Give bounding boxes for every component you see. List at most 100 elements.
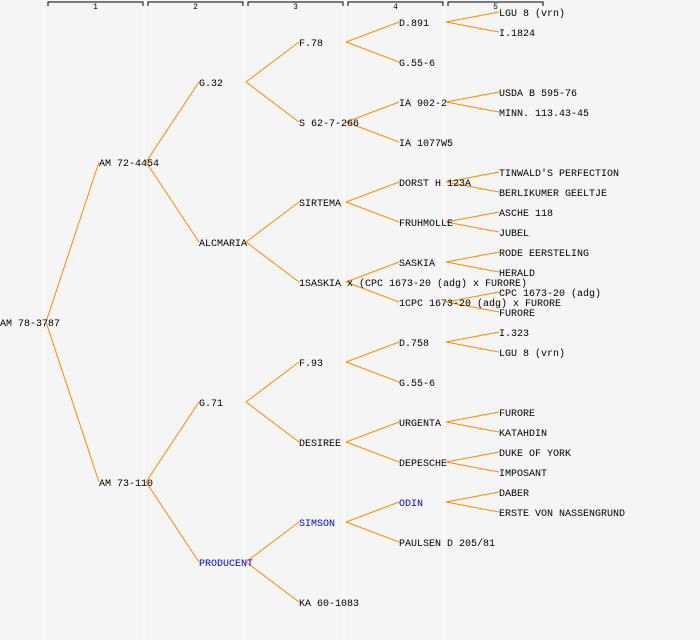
pedigree-node[interactable]: DUKE OF YORK [499,449,571,460]
pedigree-node[interactable]: F.78 [299,39,323,50]
pedigree-link [345,361,400,383]
pedigree-node[interactable]: IMPOSANT [499,469,547,480]
pedigree-node[interactable]: D.758 [399,339,429,350]
pedigree-node[interactable]: SIRTEMA [299,199,341,210]
pedigree-node[interactable]: F.93 [299,359,323,370]
pedigree-node[interactable]: URGENTA [399,419,441,430]
generation-bracket [347,1,444,6]
pedigree-node[interactable]: TINWALD'S PERFECTION [499,168,619,180]
generation-columns [43,0,445,640]
pedigree-node[interactable]: JUBEL [499,229,529,240]
pedigree-node[interactable]: G.71 [199,399,223,410]
pedigree-link [445,411,500,423]
pedigree-node[interactable]: AM 78-3787 [0,319,60,330]
generation-bracket [47,1,144,6]
pedigree-node[interactable]: DABER [499,489,529,500]
pedigree-node[interactable]: ERSTE VON NASSENGRUND [499,509,625,520]
pedigree-link [445,501,500,513]
pedigree-link [445,301,500,313]
pedigree-node[interactable]: LGU 8 (vrn) [499,348,565,360]
pedigree-node[interactable]: G.55-6 [399,59,435,70]
generation-headers: 1 2 3 4 5 [47,1,544,12]
pedigree-link [445,171,500,183]
pedigree-node[interactable]: DEPESCHE [399,459,447,470]
pedigree-node[interactable]: DESIREE [299,439,341,450]
pedigree-node[interactable]: PAULSEN D 205/81 [399,538,495,550]
pedigree-link [445,341,500,353]
pedigree-node[interactable]: G.55-6 [399,379,435,390]
pedigree-node[interactable]: LGU 8 (vrn) [499,8,565,20]
pedigree-link [345,441,400,463]
pedigree-link [445,291,500,303]
pedigree-link [245,81,300,123]
pedigree-node[interactable]: IA 1077W5 [399,139,453,150]
pedigree-link [245,401,300,443]
pedigree-node[interactable]: PRODUCENT [199,559,253,570]
pedigree-node[interactable]: MINN. 113.43-45 [499,109,589,120]
pedigree-node[interactable]: RODE EERSTELING [499,249,589,260]
pedigree-link [345,501,400,523]
pedigree-link [445,251,500,263]
pedigree-node[interactable]: FURORE [499,409,535,420]
pedigree-link [445,491,500,503]
pedigree-link [145,481,200,563]
generation-header: 5 [493,3,498,12]
pedigree-node[interactable]: 1SASKIA x (CPC 1673-20 (adg) x FURORE) [299,278,527,290]
pedigree-node[interactable]: KA 60-1083 [299,599,359,610]
pedigree-node[interactable]: HERALD [499,269,535,280]
pedigree-link [245,361,300,403]
pedigree-node[interactable]: AM 72-4454 [99,159,159,170]
pedigree-link [345,181,400,203]
pedigree-link [345,21,400,43]
pedigree-node[interactable]: BERLIKUMER GEELTJE [499,189,607,200]
pedigree-link [445,11,500,23]
pedigree-node[interactable]: IA 902-2 [399,99,447,110]
pedigree-link [245,521,300,563]
pedigree-node[interactable]: G.32 [199,79,223,90]
pedigree-link [145,161,200,243]
pedigree-link [245,561,300,603]
pedigree-node[interactable]: DORST H 123A [399,179,471,190]
pedigree-link [345,521,400,543]
pedigree-node[interactable]: D.891 [399,19,429,30]
pedigree-link [345,281,400,303]
pedigree-node[interactable]: FRUHMOLLE [399,219,453,230]
pedigree-link [245,241,300,283]
pedigree-node[interactable]: CPC 1673-20 (adg) [499,288,601,300]
pedigree-node[interactable]: FURORE [499,309,535,320]
generation-header: 1 [93,3,98,12]
pedigree-node[interactable]: SIMSON [299,519,335,530]
pedigree-links [45,11,500,603]
pedigree-node[interactable]: S 62-7-266 [299,119,359,130]
pedigree-link [345,201,400,223]
pedigree-link [445,211,500,223]
pedigree-link [345,421,400,443]
pedigree-link [445,331,500,343]
pedigree-link [345,121,400,143]
generation-header: 2 [193,3,198,12]
pedigree-node[interactable]: AM 73-110 [99,479,153,490]
pedigree-node[interactable]: KATAHDIN [499,429,547,440]
pedigree-link [445,101,500,113]
pedigree-link [45,321,100,483]
generation-bracket [447,1,544,6]
pedigree-link [445,21,500,33]
pedigree-node[interactable]: I.323 [499,329,529,340]
pedigree-link [45,161,100,323]
pedigree-node[interactable]: USDA B 595-76 [499,89,577,100]
pedigree-link [445,451,500,463]
pedigree-link [245,41,300,83]
pedigree-link [445,221,500,233]
pedigree-link [445,421,500,433]
pedigree-link [245,201,300,243]
pedigree-node[interactable]: I.1824 [499,29,535,40]
pedigree-node[interactable]: ODIN [399,499,423,510]
pedigree-node[interactable]: SASKIA [399,259,435,270]
pedigree-link [445,181,500,193]
pedigree-link [345,341,400,363]
pedigree-node[interactable]: 1CPC 1673-20 (adg) x FURORE [399,298,561,310]
pedigree-node[interactable]: ASCHE 118 [499,209,553,220]
pedigree-node[interactable]: ALCMARIA [199,239,247,250]
pedigree-link [445,461,500,473]
